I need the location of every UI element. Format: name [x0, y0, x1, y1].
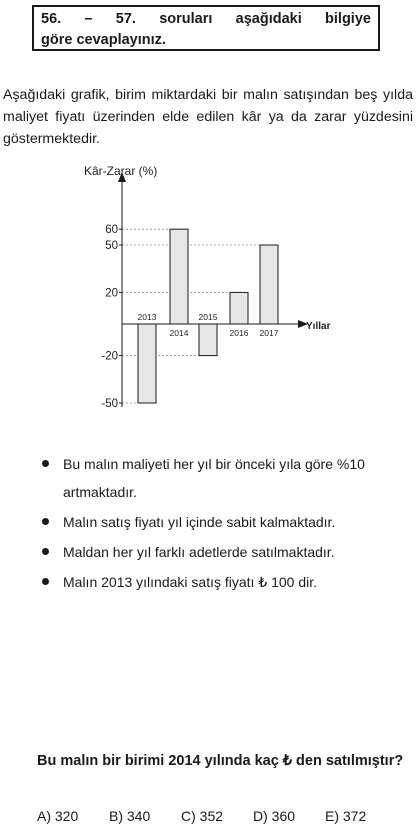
x-tick-label: 2015 — [199, 312, 218, 322]
header-line-2: göre cevaplayınız. — [41, 32, 166, 48]
x-axis-label: Yıllar — [306, 321, 331, 332]
header-word: aşağıdaki — [235, 11, 302, 27]
bullet-item: Bu malın maliyeti her yıl bir önceki yıl… — [40, 450, 415, 506]
bullet-item: Malın satış fiyatı yıl içinde sabit kalm… — [40, 508, 415, 536]
info-bullet-list: Bu malın maliyeti her yıl bir önceki yıl… — [40, 450, 415, 598]
bullet-text: Maldan her yıl farklı adetlerde satılmak… — [63, 544, 335, 560]
answer-options: A) 320 B) 340 C) 352 D) 360 E) 372 — [37, 808, 397, 824]
y-axis-arrow-icon — [118, 172, 126, 182]
header-word: 57. — [115, 11, 136, 27]
option-b[interactable]: B) 340 — [109, 808, 151, 824]
x-tick-label: 2013 — [138, 312, 157, 322]
bullet-text: Malın satış fiyatı yıl içinde sabit kalm… — [63, 514, 336, 530]
question-header-box: 56. – 57. soruları aşağıdaki bilgiye gör… — [32, 5, 380, 51]
bar-2014 — [169, 228, 189, 325]
bullet-item: Maldan her yıl farklı adetlerde satılmak… — [40, 538, 415, 566]
x-tick-label: 2014 — [170, 328, 189, 338]
bullet-item: Malın 2013 yılındaki satış fiyatı ₺ 100 … — [40, 568, 415, 596]
y-tick-label: 20 — [105, 287, 118, 299]
intro-paragraph: Aşağıdaki grafik, birim miktardaki bir m… — [3, 87, 413, 147]
bullet-dot-icon — [42, 578, 49, 585]
profit-loss-chart: Kâr-Zarar (%) 60 50 20 -20 -50 2013 2014 2015 201… — [84, 164, 331, 410]
y-tick-label: 60 — [105, 224, 118, 236]
y-tick-label: -50 — [101, 398, 118, 410]
question-text: Bu malın bir birimi 2014 yılında kaç ₺ d… — [37, 753, 404, 769]
bar-2017 — [259, 244, 279, 325]
bar-2015 — [198, 323, 218, 357]
x-axis-arrow-icon — [298, 320, 308, 328]
y-tick-label: 50 — [105, 240, 118, 252]
option-a[interactable]: A) 320 — [37, 808, 79, 824]
option-e[interactable]: E) 372 — [325, 808, 367, 824]
header-word: bilgiye — [325, 11, 371, 27]
x-tick-label: 2017 — [260, 328, 279, 338]
option-d[interactable]: D) 360 — [253, 808, 296, 824]
y-axis-label: Kâr-Zarar (%) — [84, 164, 157, 178]
header-word: 56. — [41, 11, 62, 27]
bullet-dot-icon — [42, 548, 49, 555]
bullet-dot-icon — [42, 460, 49, 467]
header-word: soruları — [159, 11, 213, 27]
bullet-text: Bu malın maliyeti her yıl bir önceki yıl… — [63, 456, 365, 500]
bar-2013 — [137, 323, 157, 404]
bullet-dot-icon — [42, 518, 49, 525]
y-tick-label: -20 — [101, 351, 118, 363]
bar-2016 — [229, 291, 249, 325]
header-line-1: 56. – 57. soruları aşağıdaki bilgiye — [41, 9, 371, 30]
x-tick-label: 2016 — [230, 328, 249, 338]
bullet-text: Malın 2013 yılındaki satış fiyatı ₺ 100 … — [63, 574, 318, 590]
header-word: – — [84, 11, 93, 27]
option-c[interactable]: C) 352 — [181, 808, 224, 824]
